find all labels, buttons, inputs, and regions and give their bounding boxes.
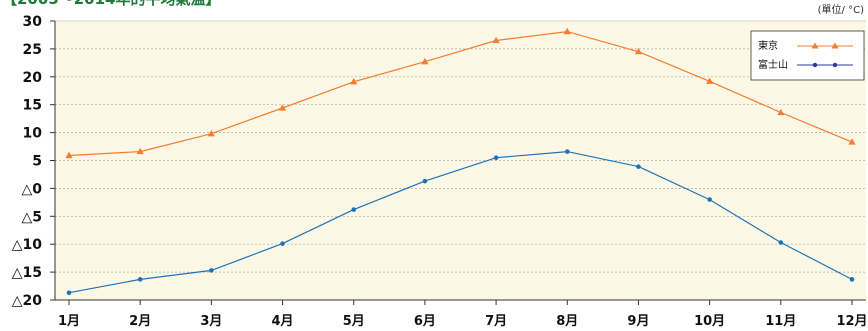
x-tick-label: 5月	[343, 314, 365, 329]
data-point	[563, 27, 571, 35]
y-tick-label: 20	[23, 70, 43, 86]
legend-marker-fuji	[812, 62, 818, 68]
data-point	[634, 47, 643, 55]
y-tick-label: 5	[32, 154, 42, 170]
data-point	[778, 240, 784, 245]
x-tick-label: 1月	[58, 314, 80, 329]
data-point	[636, 164, 641, 169]
y-tick-label: △15	[12, 265, 42, 281]
legend-marker-tokyo	[811, 42, 819, 49]
legend-label-tokyo: 東京	[758, 39, 778, 52]
y-tick-label: 25	[23, 42, 42, 58]
grid-lines	[54, 20, 866, 301]
legend-box	[750, 30, 865, 81]
series-line-2	[68, 150, 853, 294]
x-tick-label: 3月	[200, 314, 222, 329]
legend: 東京 富士山	[750, 30, 865, 81]
data-point	[280, 241, 285, 246]
data-point	[421, 57, 429, 65]
chart-title: 【2005～2014年的平均氣溫】	[2, 0, 221, 8]
data-point	[350, 78, 358, 85]
x-tick-label: 11月	[765, 314, 796, 329]
legend-marker-tokyo	[831, 42, 839, 49]
data-point	[849, 277, 855, 282]
x-tick-label: 4月	[272, 314, 294, 329]
data-point	[422, 178, 428, 184]
y-tick-label: 30	[23, 14, 43, 30]
y-tick-label: 15	[23, 98, 42, 114]
data-point	[66, 290, 72, 296]
legend-marker-fuji	[832, 62, 838, 68]
data-point	[351, 207, 357, 212]
x-tick-label: 9月	[627, 314, 649, 329]
series-group	[65, 27, 856, 296]
y-tick-label: △0	[21, 181, 42, 197]
y-tick-label: 10	[23, 126, 43, 142]
data-point	[209, 268, 214, 273]
data-point	[65, 151, 73, 159]
data-point	[492, 36, 500, 44]
data-point	[493, 155, 499, 161]
x-tick-label: 12月	[836, 314, 867, 329]
unit-label: (單位/ °C)	[818, 3, 864, 16]
x-tick-label: 8月	[556, 314, 578, 329]
y-axis-ticks: 30 25 20 15 10 5 △0 △5 △10 △15 △20	[12, 14, 55, 309]
data-point	[777, 108, 785, 116]
y-tick-label: △10	[12, 237, 43, 253]
x-axis-ticks: 1月 2月 3月 4月 5月 6月 7月 8月 9月 10月 11月 12月	[58, 300, 868, 329]
x-tick-label: 2月	[129, 314, 151, 329]
x-tick-label: 7月	[485, 314, 507, 329]
y-tick-label: △20	[12, 293, 43, 309]
data-point	[207, 129, 215, 137]
x-tick-label: 10月	[694, 314, 725, 329]
data-point	[136, 147, 144, 155]
y-tick-label: △5	[21, 209, 42, 225]
data-point	[564, 149, 570, 154]
data-point	[707, 197, 712, 202]
data-point	[706, 77, 714, 84]
data-point	[278, 104, 287, 111]
x-tick-label: 6月	[414, 314, 436, 329]
data-point	[848, 138, 856, 145]
data-point	[137, 277, 143, 282]
series-line-1	[68, 30, 853, 157]
legend-label-fuji: 富士山	[758, 58, 788, 71]
